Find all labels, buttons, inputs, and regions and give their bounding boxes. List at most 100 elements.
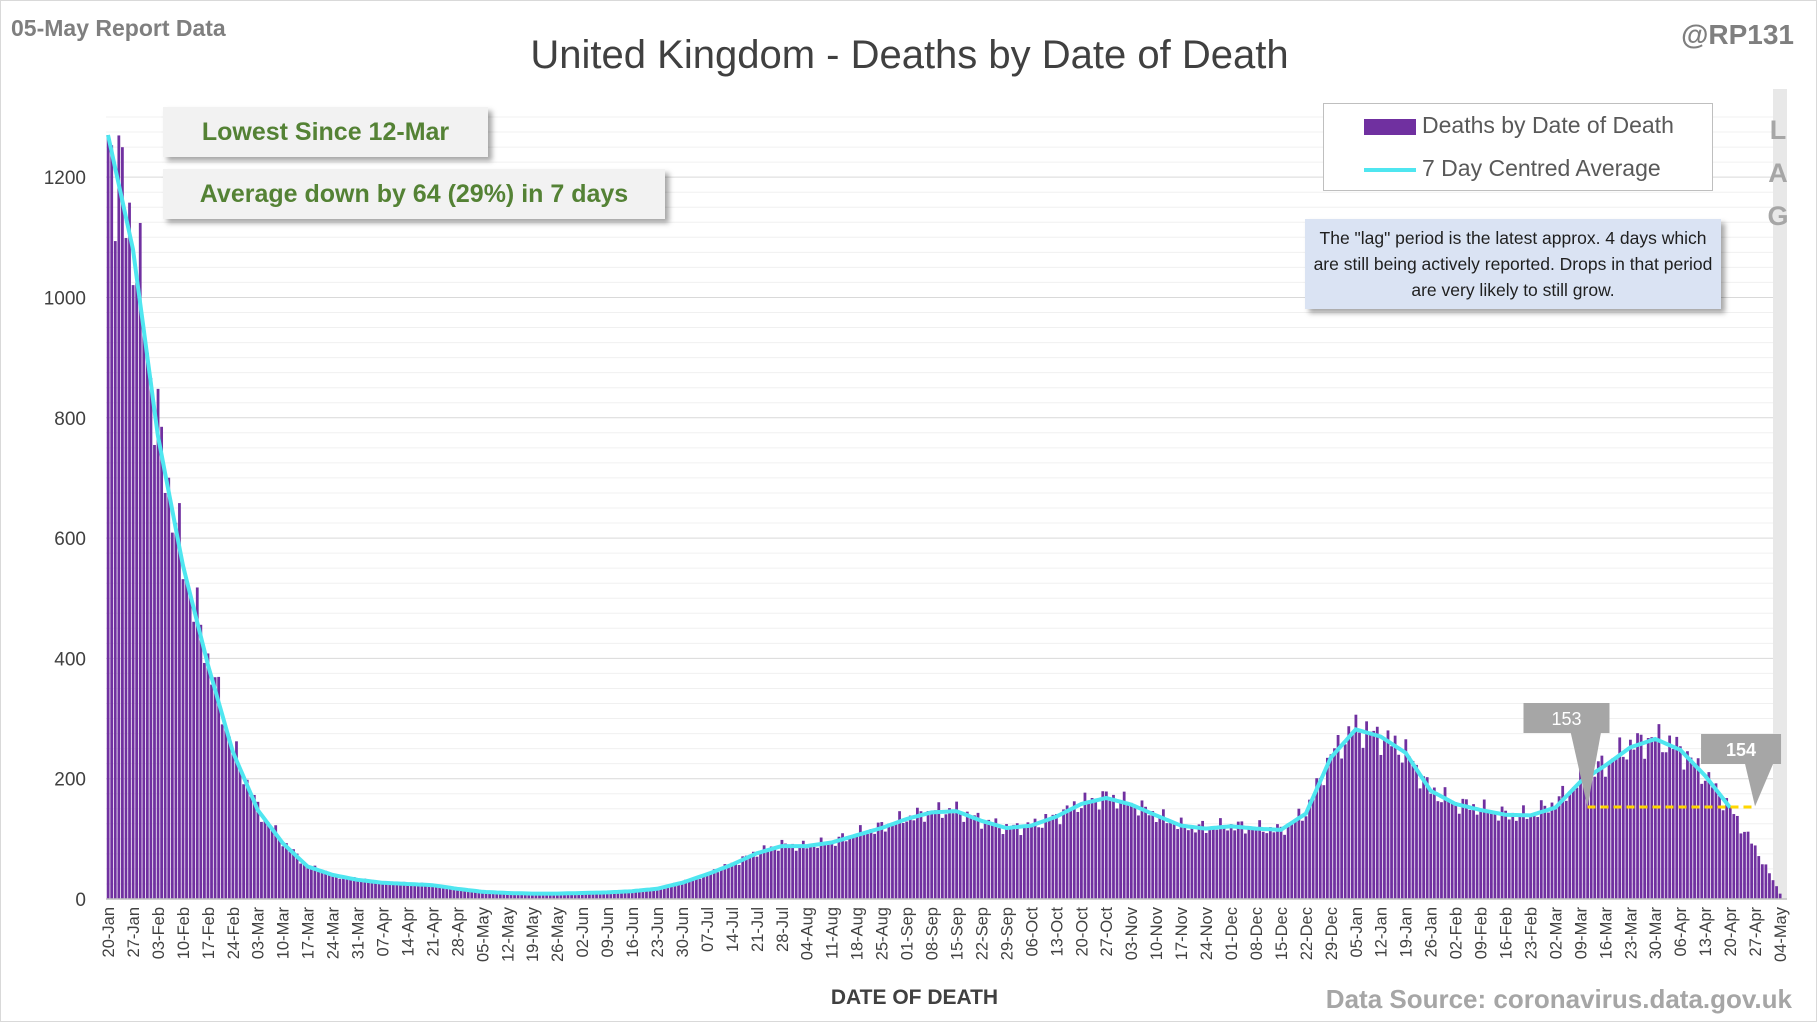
bar — [288, 850, 292, 899]
bar — [1604, 776, 1607, 899]
x-tick-label: 14-Apr — [400, 907, 418, 957]
bar — [1447, 799, 1450, 899]
bar — [1001, 834, 1005, 899]
bar — [1208, 827, 1212, 899]
bar — [1390, 746, 1393, 899]
bar — [1511, 812, 1515, 899]
bar — [1383, 739, 1386, 899]
bar — [270, 828, 274, 899]
bar — [1639, 734, 1643, 899]
bar — [185, 581, 188, 899]
x-tick-label: 21-Jul — [749, 907, 767, 952]
bar — [1443, 787, 1447, 899]
bar — [948, 808, 951, 899]
bar — [195, 587, 199, 899]
bar — [1771, 880, 1775, 899]
bar — [841, 833, 844, 899]
bar — [192, 621, 196, 899]
bar — [787, 846, 791, 899]
bar — [848, 835, 852, 899]
bar — [694, 876, 698, 899]
bar — [1550, 802, 1554, 899]
bar — [752, 851, 755, 899]
bar — [784, 843, 787, 899]
bar — [1147, 815, 1151, 899]
bar — [933, 810, 937, 899]
bar — [1254, 828, 1258, 899]
bar — [1743, 831, 1746, 899]
bar — [227, 736, 231, 899]
bar — [563, 893, 566, 899]
bar — [1564, 800, 1568, 899]
x-tick-label: 03-Mar — [250, 906, 268, 959]
bar — [1279, 826, 1283, 899]
bar — [1768, 873, 1771, 899]
bar — [245, 779, 249, 899]
bar — [374, 881, 377, 899]
bar — [420, 882, 424, 899]
bar — [798, 844, 802, 899]
bar — [370, 879, 374, 899]
bar — [1012, 824, 1016, 899]
bar — [267, 822, 270, 899]
x-tick-label: 10-Nov — [1148, 906, 1166, 960]
annotation-pointer — [1745, 764, 1774, 807]
bar — [513, 893, 516, 899]
bar — [1226, 830, 1229, 899]
bar — [866, 834, 869, 899]
bar — [1329, 754, 1333, 899]
bar — [577, 891, 581, 899]
bar — [174, 522, 178, 899]
bar — [1268, 827, 1272, 899]
x-tick-label: 25-Aug — [874, 907, 892, 960]
bar — [388, 882, 392, 899]
x-tick-label: 07-Apr — [375, 907, 393, 957]
bar — [1689, 757, 1693, 899]
legend: Deaths by Date of Death 7 Day Centred Av… — [1323, 103, 1713, 191]
bar — [816, 847, 819, 899]
bar — [1172, 824, 1176, 899]
bar — [1522, 805, 1525, 899]
bar — [1122, 791, 1126, 899]
bar — [331, 873, 335, 899]
bar — [1397, 754, 1401, 899]
lag-letter: A — [1768, 158, 1788, 188]
x-tick-label: 08-Sep — [924, 907, 942, 960]
bar — [249, 796, 253, 899]
annotation-box — [1523, 703, 1610, 733]
bar — [349, 877, 352, 899]
bar — [545, 893, 549, 899]
bar — [438, 885, 442, 899]
bar — [1650, 737, 1654, 899]
bar — [235, 741, 238, 899]
bar — [1411, 760, 1415, 899]
bar — [1361, 747, 1365, 899]
bar — [1372, 730, 1376, 899]
bar — [1365, 721, 1368, 899]
bar — [637, 890, 641, 899]
bar — [851, 837, 855, 899]
x-tick-label: 11-Aug — [824, 907, 842, 959]
bar — [463, 889, 467, 899]
bar — [844, 841, 848, 899]
bar — [559, 892, 563, 899]
x-axis-ticks: 20-Jan 27-Jan 03-Feb 10-Feb 17-Feb 24-Feb 03-M… — [100, 906, 1790, 962]
bar — [766, 850, 770, 899]
bar — [1340, 758, 1344, 899]
bar — [1276, 824, 1279, 899]
bar — [1468, 809, 1472, 899]
bar — [1115, 808, 1119, 899]
bar — [527, 892, 531, 899]
bar — [456, 888, 459, 899]
bar — [327, 874, 331, 899]
legend-bars-label: Deaths by Date of Death — [1422, 112, 1674, 138]
bar — [1019, 835, 1023, 899]
bar — [1151, 811, 1155, 899]
bar — [769, 846, 773, 899]
bar — [135, 282, 139, 899]
bar — [1422, 776, 1426, 899]
x-tick-label: 09-Feb — [1473, 907, 1491, 959]
bar — [819, 837, 823, 899]
bar — [1678, 746, 1682, 899]
bar — [530, 893, 534, 899]
